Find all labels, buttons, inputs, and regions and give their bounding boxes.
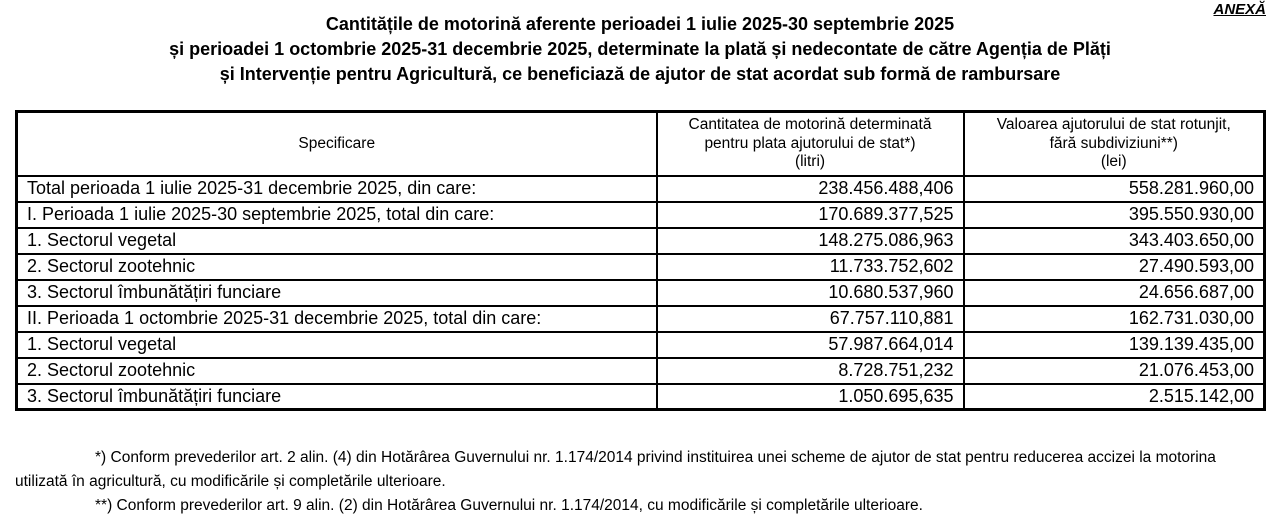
column-header-valoare-ajutor: Valoarea ajutorului de stat rotunjit, fă… bbox=[962, 110, 1266, 177]
table-row-p1-funciare: 3. Sectorul îmbunătățiri funciare 10.680… bbox=[15, 278, 1266, 307]
quantity-cell: 67.757.110,881 bbox=[655, 304, 965, 333]
quantity-cell: 11.733.752,602 bbox=[655, 252, 965, 281]
quantity-cell: 57.987.664,014 bbox=[655, 330, 965, 359]
value-cell: 139.139.435,00 bbox=[962, 330, 1266, 359]
column-header-cantitate-motorina: Cantitatea de motorină determinată pentr… bbox=[655, 110, 965, 177]
row-label-cell: I. Perioada 1 iulie 2025-30 septembrie 2… bbox=[15, 200, 658, 229]
table-row-p2-zootehnic: 2. Sectorul zootehnic 8.728.751,232 21.0… bbox=[15, 356, 1266, 385]
title-line-3: și Intervenție pentru Agricultură, ce be… bbox=[219, 64, 1061, 84]
quantity-cell: 170.689.377,525 bbox=[655, 200, 965, 229]
row-label-cell: 2. Sectorul zootehnic bbox=[15, 252, 658, 281]
footnote-1: *) Conform prevederilor art. 2 alin. (4)… bbox=[15, 449, 1216, 490]
table-row-period-1: I. Perioada 1 iulie 2025-30 septembrie 2… bbox=[15, 200, 1266, 229]
quantity-cell: 8.728.751,232 bbox=[655, 356, 965, 385]
row-label-cell: Total perioada 1 iulie 2025-31 decembrie… bbox=[15, 174, 658, 203]
row-label-cell: II. Perioada 1 octombrie 2025-31 decembr… bbox=[15, 304, 658, 333]
table-header-row: Specificare Cantitatea de motorină deter… bbox=[15, 110, 1266, 177]
table-row-p2-funciare: 3. Sectorul îmbunătățiri funciare 1.050.… bbox=[15, 382, 1266, 411]
title-line-2: și perioadei 1 octombrie 2025-31 decembr… bbox=[169, 39, 1111, 59]
quantity-cell: 1.050.695,635 bbox=[655, 382, 965, 411]
quantity-cell: 148.275.086,963 bbox=[655, 226, 965, 255]
value-cell: 343.403.650,00 bbox=[962, 226, 1266, 255]
row-label-cell: 3. Sectorul îmbunătățiri funciare bbox=[15, 382, 658, 411]
table-row-period-2: II. Perioada 1 octombrie 2025-31 decembr… bbox=[15, 304, 1266, 333]
table-row-total: Total perioada 1 iulie 2025-31 decembrie… bbox=[15, 174, 1266, 203]
value-cell: 27.490.593,00 bbox=[962, 252, 1266, 281]
table-row-p1-vegetal: 1. Sectorul vegetal 148.275.086,963 343.… bbox=[15, 226, 1266, 255]
row-label-cell: 1. Sectorul vegetal bbox=[15, 330, 658, 359]
quantity-cell: 10.680.537,960 bbox=[655, 278, 965, 307]
row-label-cell: 2. Sectorul zootehnic bbox=[15, 356, 658, 385]
data-table: Specificare Cantitatea de motorină deter… bbox=[15, 110, 1266, 411]
footnotes: *) Conform prevederilor art. 2 alin. (4)… bbox=[15, 446, 1267, 518]
value-cell: 162.731.030,00 bbox=[962, 304, 1266, 333]
value-cell: 395.550.930,00 bbox=[962, 200, 1266, 229]
row-label-cell: 1. Sectorul vegetal bbox=[15, 226, 658, 255]
table-row-p2-vegetal: 1. Sectorul vegetal 57.987.664,014 139.1… bbox=[15, 330, 1266, 359]
title-line-1: Cantitățile de motorină aferente perioad… bbox=[325, 14, 955, 34]
footnote-2: **) Conform prevederilor art. 9 alin. (2… bbox=[95, 497, 923, 514]
value-cell: 558.281.960,00 bbox=[962, 174, 1266, 203]
row-label-cell: 3. Sectorul îmbunătățiri funciare bbox=[15, 278, 658, 307]
value-cell: 24.656.687,00 bbox=[962, 278, 1266, 307]
value-cell: 21.076.453,00 bbox=[962, 356, 1266, 385]
quantity-cell: 238.456.488,406 bbox=[655, 174, 965, 203]
annex-label: ANEXĂ bbox=[1213, 1, 1266, 18]
column-header-specificare: Specificare bbox=[15, 110, 658, 177]
table-row-p1-zootehnic: 2. Sectorul zootehnic 11.733.752,602 27.… bbox=[15, 252, 1266, 281]
value-cell: 2.515.142,00 bbox=[962, 382, 1266, 411]
document-title: Cantitățile de motorină aferente perioad… bbox=[0, 12, 1280, 87]
